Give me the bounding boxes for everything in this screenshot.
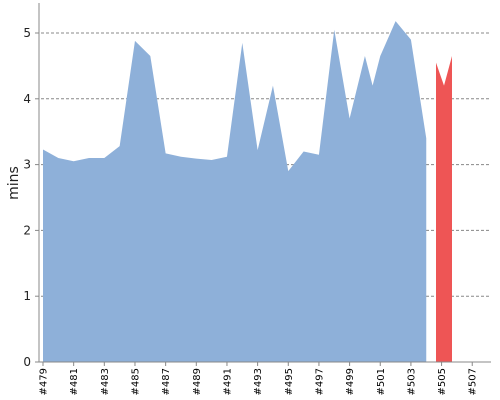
y-tick-label: 3: [23, 158, 31, 172]
highlight-bar: [436, 56, 452, 362]
y-tick-label: 1: [23, 289, 31, 303]
y-tick-label: 4: [23, 92, 31, 106]
x-tick-label: #501: [376, 368, 387, 395]
x-tick-label: #487: [161, 368, 172, 395]
area-fill: [43, 21, 427, 362]
x-tick-label: #503: [406, 368, 417, 395]
y-axis-label: mins: [6, 166, 22, 200]
highlight-band: [436, 56, 452, 362]
x-tick-label: #497: [314, 368, 325, 395]
y-tick-label: 2: [23, 223, 31, 237]
area-series: [43, 21, 427, 362]
x-tick-label: #479: [39, 368, 50, 395]
y-tick-labels: 0 1 2 3 4 5: [23, 26, 39, 369]
x-tick-label: #493: [253, 368, 264, 395]
x-tick-label: #485: [130, 368, 141, 395]
x-tick-label: #481: [69, 368, 80, 395]
y-tick-label: 0: [23, 355, 31, 369]
x-tick-labels: #479 #481 #483 #485 #487 #489 #491 #493 #495 #497…: [39, 362, 479, 395]
x-tick-label: #495: [284, 368, 295, 395]
x-tick-label: #483: [100, 368, 111, 395]
x-tick-label: #499: [345, 368, 356, 395]
x-tick-label: #491: [222, 368, 233, 395]
x-tick-label: #507: [468, 368, 479, 395]
axes: [38, 3, 491, 363]
x-tick-label: #489: [192, 368, 203, 395]
x-tick-label: #505: [437, 368, 448, 395]
y-tick-label: 5: [23, 26, 31, 40]
